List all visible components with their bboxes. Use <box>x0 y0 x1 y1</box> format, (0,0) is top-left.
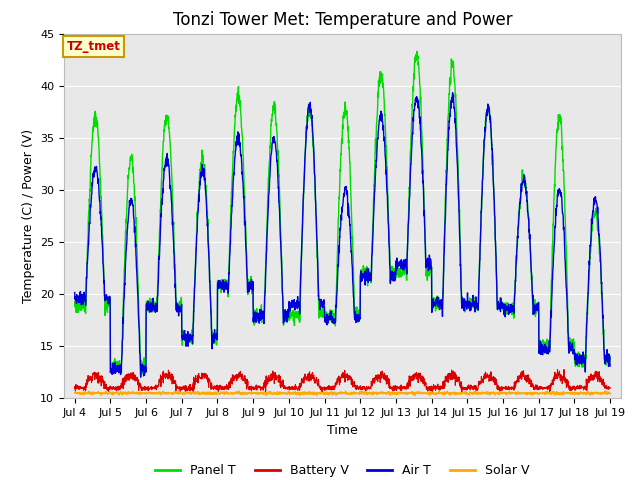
Solar V <box>220 390 228 396</box>
Text: TZ_tmet: TZ_tmet <box>67 40 121 53</box>
Battery V <box>358 386 365 392</box>
Panel T <box>137 372 145 378</box>
Panel T <box>574 358 582 363</box>
Air T <box>358 275 365 280</box>
Solar V <box>499 390 506 396</box>
Panel T <box>220 281 228 287</box>
Air T <box>449 90 456 96</box>
Line: Air T: Air T <box>75 93 610 377</box>
Panel T <box>606 353 614 359</box>
Battery V <box>498 387 506 393</box>
Solar V <box>559 390 567 396</box>
Air T <box>71 289 79 295</box>
Title: Tonzi Tower Met: Temperature and Power: Tonzi Tower Met: Temperature and Power <box>173 11 512 29</box>
Panel T <box>499 300 506 305</box>
Panel T <box>358 269 365 275</box>
Air T <box>137 374 145 380</box>
Air T <box>559 214 567 219</box>
Battery V <box>574 385 582 391</box>
Line: Solar V: Solar V <box>75 391 610 396</box>
Battery V <box>560 367 568 372</box>
Battery V <box>369 377 377 383</box>
Air T <box>220 289 228 295</box>
Air T <box>370 215 378 221</box>
Air T <box>574 355 582 361</box>
X-axis label: Time: Time <box>327 424 358 437</box>
Battery V <box>559 374 567 380</box>
Solar V <box>574 391 582 396</box>
Solar V <box>358 388 366 394</box>
Line: Battery V: Battery V <box>75 370 610 394</box>
Legend: Panel T, Battery V, Air T, Solar V: Panel T, Battery V, Air T, Solar V <box>150 459 534 480</box>
Panel T <box>370 196 378 202</box>
Battery V <box>220 384 228 390</box>
Air T <box>499 300 506 306</box>
Panel T <box>71 299 79 304</box>
Panel T <box>559 168 567 174</box>
Solar V <box>314 393 321 398</box>
Solar V <box>175 388 183 394</box>
Solar V <box>370 389 378 395</box>
Battery V <box>71 385 79 391</box>
Battery V <box>606 385 614 391</box>
Line: Panel T: Panel T <box>75 51 610 375</box>
Solar V <box>71 390 79 396</box>
Solar V <box>606 391 614 397</box>
Air T <box>606 363 614 369</box>
Battery V <box>458 391 466 396</box>
Panel T <box>413 48 421 54</box>
Y-axis label: Temperature (C) / Power (V): Temperature (C) / Power (V) <box>22 129 35 303</box>
